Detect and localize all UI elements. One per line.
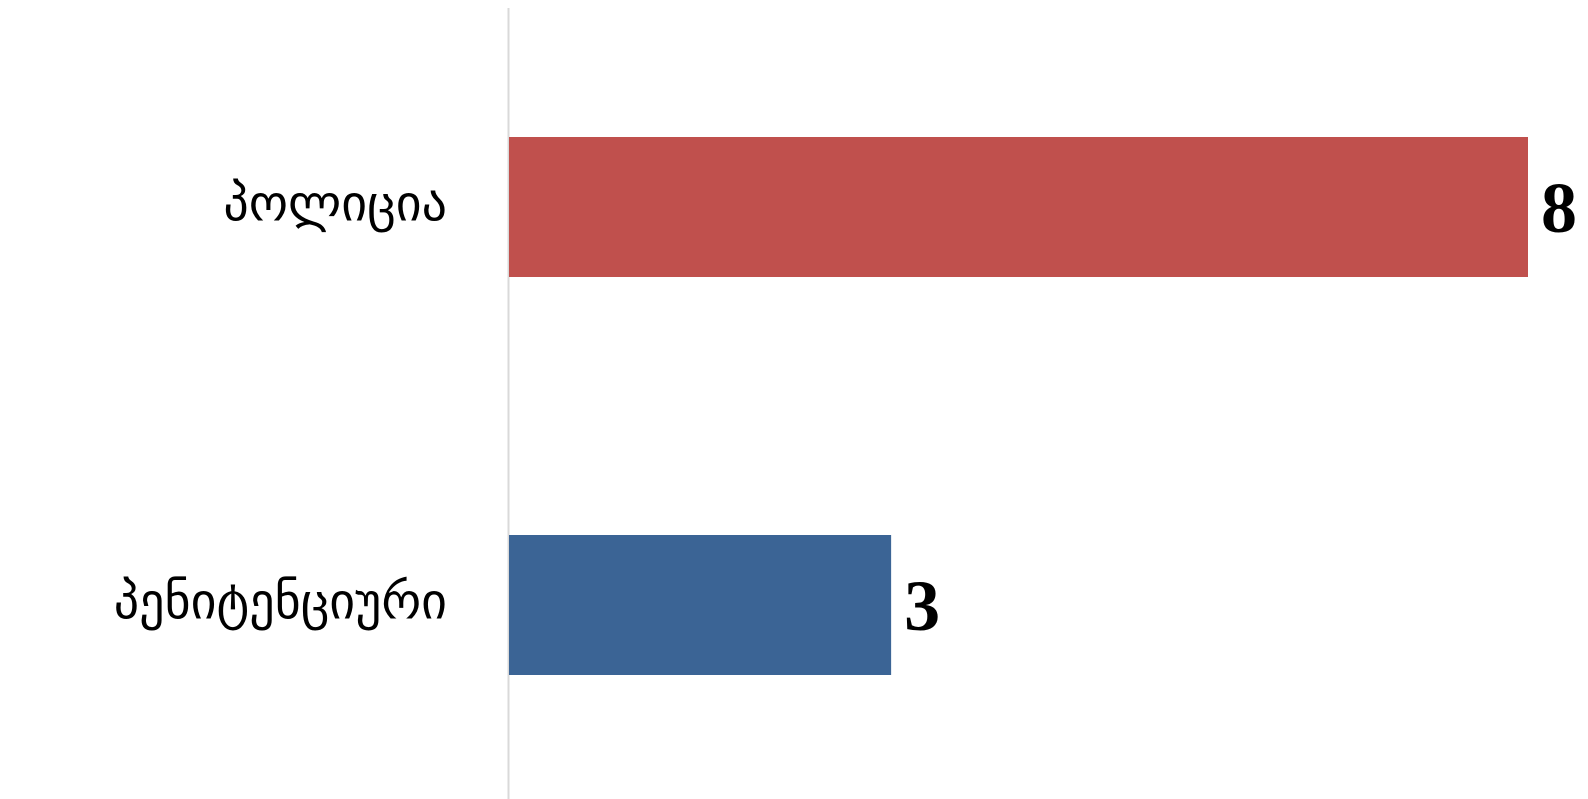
category-label-2: პენიტენციური [114, 573, 447, 631]
data-label-1: 8 [1541, 168, 1577, 248]
bar-2 [509, 535, 892, 675]
bar-1 [509, 137, 1528, 277]
bars-group: პოლიცია 8 პენიტენციური 3 [114, 137, 1577, 675]
data-label-2: 3 [904, 566, 940, 646]
category-label-1: პოლიცია [223, 175, 447, 233]
